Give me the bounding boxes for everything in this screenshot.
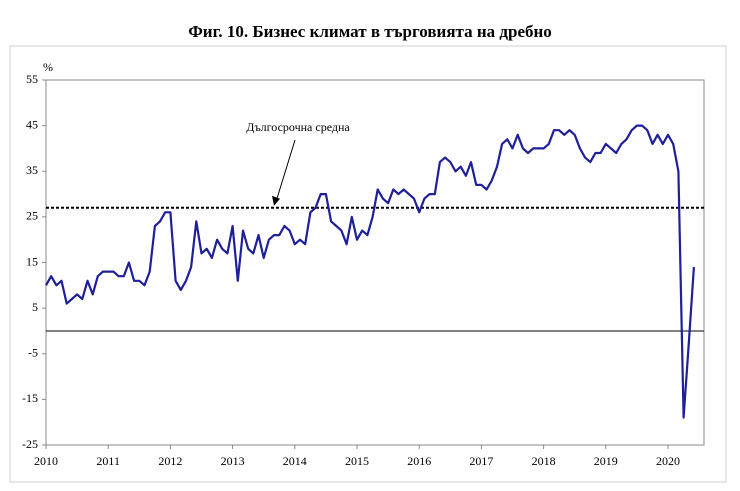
x-tick-label: 2020 xyxy=(656,454,680,468)
y-tick-label: 35 xyxy=(26,163,38,177)
x-tick-label: 2011 xyxy=(96,454,120,468)
x-tick-label: 2016 xyxy=(407,454,431,468)
y-tick-label: -15 xyxy=(22,391,38,405)
x-tick-label: 2017 xyxy=(469,454,493,468)
arrow-head xyxy=(272,195,280,206)
y-tick-label: 45 xyxy=(26,117,38,131)
x-tick-label: 2012 xyxy=(158,454,182,468)
x-tick-label: 2013 xyxy=(221,454,245,468)
y-tick-label: -5 xyxy=(28,346,38,360)
y-unit: % xyxy=(43,60,53,74)
y-tick-label: 25 xyxy=(26,209,38,223)
data-line xyxy=(45,124,695,419)
x-tick-label: 2014 xyxy=(283,454,307,468)
y-tick-label: 5 xyxy=(32,300,38,314)
y-tick-label: 55 xyxy=(26,72,38,86)
x-tick-label: 2010 xyxy=(34,454,58,468)
plot-area xyxy=(45,79,705,446)
annotation-arrow xyxy=(275,139,296,202)
x-tick-label: 2018 xyxy=(532,454,556,468)
y-tick-label: -25 xyxy=(22,437,38,451)
chart-title: Фиг. 10. Бизнес климат в търговията на д… xyxy=(188,22,552,41)
x-tick-label: 2015 xyxy=(345,454,369,468)
annotation: Дългосрочна средна xyxy=(246,120,350,134)
y-tick-label: 15 xyxy=(26,254,38,268)
frame xyxy=(9,45,727,483)
x-tick-label: 2019 xyxy=(594,454,618,468)
